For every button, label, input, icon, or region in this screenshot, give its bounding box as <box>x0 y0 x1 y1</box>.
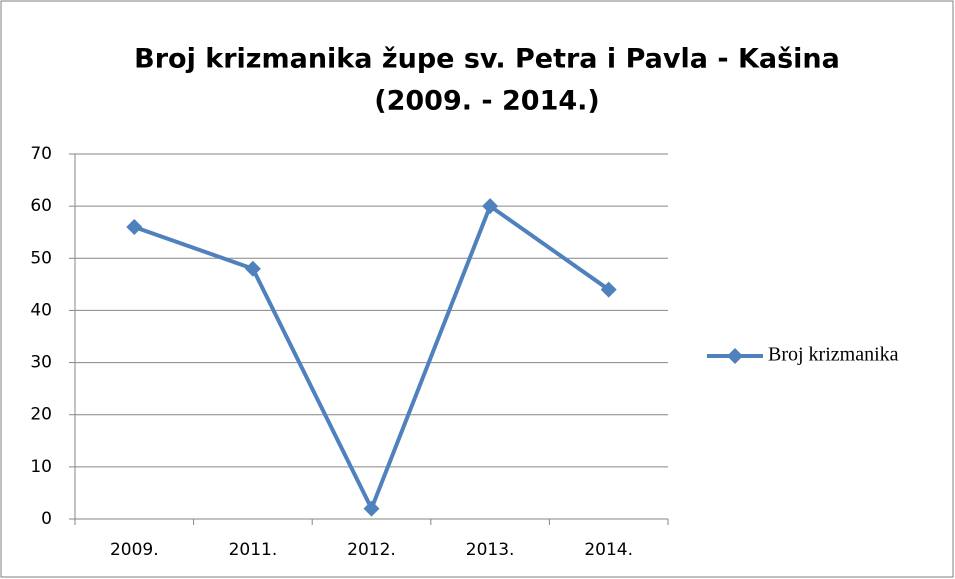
data-marker <box>244 260 261 277</box>
y-tick-label: 50 <box>30 248 52 268</box>
y-tick-label: 70 <box>30 144 52 164</box>
y-tick-label: 10 <box>30 457 52 477</box>
x-tick-label: 2014. <box>584 540 633 560</box>
x-tick-label: 2012. <box>347 540 396 560</box>
data-marker <box>482 198 499 215</box>
y-tick-label: 60 <box>30 196 52 216</box>
y-tick-label: 0 <box>41 509 52 529</box>
data-marker <box>363 500 380 517</box>
x-tick-label: 2011. <box>229 540 278 560</box>
y-tick-label: 20 <box>30 405 52 425</box>
chart-title: (2009. - 2014.) <box>374 86 600 117</box>
y-tick-label: 40 <box>30 300 52 320</box>
legend-marker <box>727 348 743 364</box>
data-marker <box>126 219 143 235</box>
y-tick-label: 30 <box>30 353 52 373</box>
legend-label: Broj krizmanika <box>768 344 899 366</box>
data-marker <box>600 281 617 298</box>
x-tick-label: 2013. <box>466 540 515 560</box>
x-tick-label: 2009. <box>110 540 159 560</box>
chart-title: Broj krizmanika župe sv. Petra i Pavla -… <box>134 44 840 75</box>
